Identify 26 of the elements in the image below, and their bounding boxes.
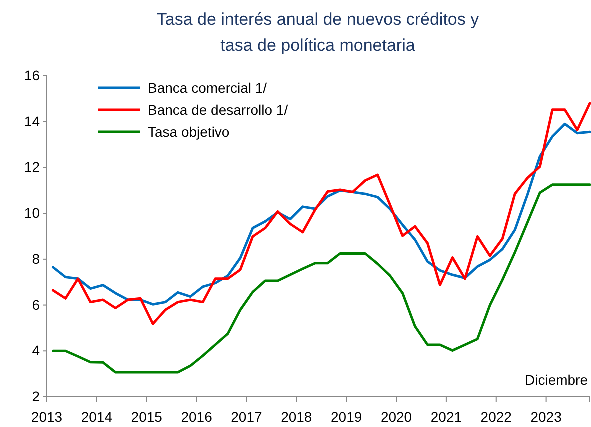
x-tick-label: 2020 — [380, 408, 412, 425]
x-tick-label: 2022 — [480, 408, 512, 425]
legend-label: Banca de desarrollo 1/ — [148, 102, 288, 118]
y-tick-label: 2 — [32, 388, 40, 404]
legend-label: Tasa objetivo — [148, 124, 230, 140]
x-tick-label: 2017 — [231, 408, 263, 425]
y-tick-label: 8 — [32, 250, 40, 267]
y-tick-label: 16 — [24, 67, 40, 84]
y-tick-label: 4 — [32, 342, 40, 359]
y-tick-label: 6 — [32, 296, 40, 313]
annotation: Diciembre — [524, 372, 588, 388]
legend-label: Banca comercial 1/ — [148, 80, 268, 96]
y-tick-label: 10 — [24, 205, 40, 222]
x-tick-label: 2014 — [81, 408, 113, 425]
x-tick-label: 2021 — [430, 408, 462, 425]
x-tick-label: 2019 — [331, 408, 362, 425]
x-tick-label: 2023 — [530, 408, 562, 425]
line-series — [52, 102, 591, 326]
y-tick-label: 12 — [24, 159, 40, 176]
x-tick-label: 2015 — [131, 408, 163, 425]
x-tick-label: 2016 — [181, 408, 213, 425]
x-tick-label: 2013 — [31, 408, 63, 425]
line-series — [52, 184, 591, 374]
x-tick-label: 2018 — [281, 408, 312, 425]
y-tick-label: 14 — [24, 113, 40, 130]
chart-title: Tasa de interés anual de nuevos créditos y tasa de política monetaria — [156, 10, 480, 55]
